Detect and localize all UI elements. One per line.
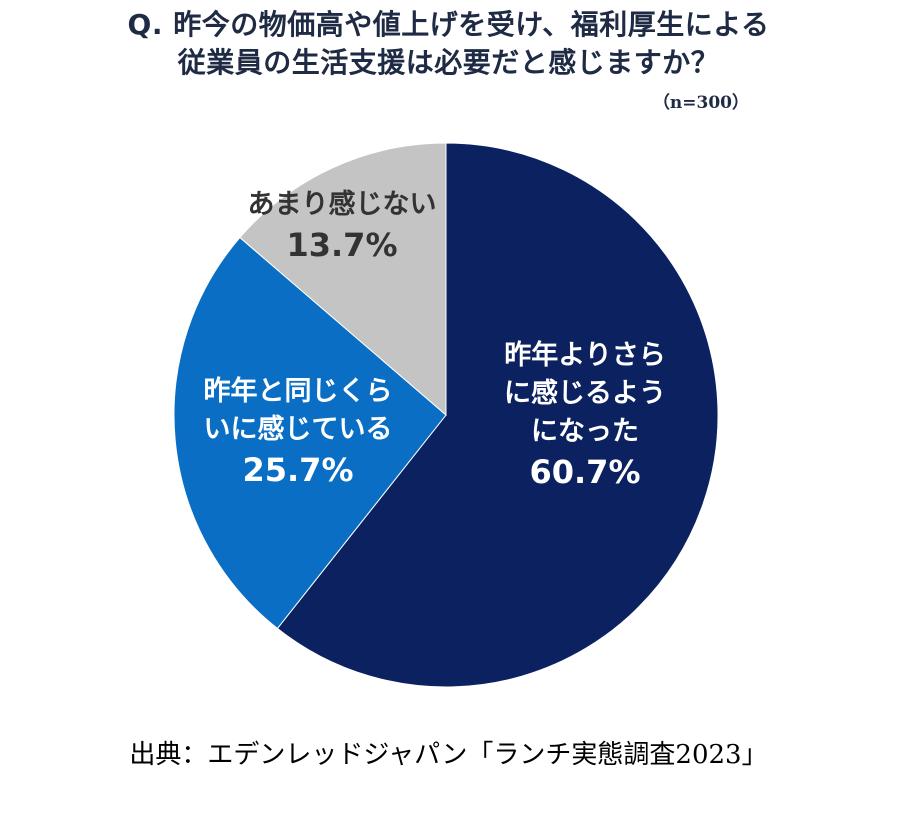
slice-value-3: 13.7% [286,226,398,264]
slice-label-1: 昨年よりさら に感じるよう になった 60.7% [470,337,700,493]
slice-value-2: 25.7% [242,451,354,489]
slice-label-2-line-2: いに感じている [203,414,393,445]
sample-size: （n=300） [652,93,749,113]
slice-label-1-line-3: になった [531,416,639,447]
pie-slice-3 [239,142,447,417]
chart-title-line-1: Q. 昨今の物価高や値上げを受け、福利厚生による [127,8,770,41]
slice-label-3: あまり感じない 13.7% [232,186,452,266]
source-note: 出典：エデンレッドジャパン「ランチ実態調査2023」 [129,740,768,770]
slice-value-1: 60.7% [529,453,641,491]
slice-label-1-line-2: に感じるよう [504,378,666,409]
chart-title: Q. 昨今の物価高や値上げを受け、福利厚生による 従業員の生活支援は必要だと感じ… [0,6,897,82]
chart-title-line-2: 従業員の生活支援は必要だと感じますか？ [177,46,720,79]
slice-label-2: 昨年と同じくら いに感じている 25.7% [183,373,413,491]
slice-label-1-line-1: 昨年よりさら [504,340,666,371]
slice-label-3-line-1: あまり感じない [247,189,437,220]
pie-slice-2 [173,236,447,630]
pie-slice-1 [276,142,719,688]
slice-label-2-line-1: 昨年と同じくら [203,376,393,407]
